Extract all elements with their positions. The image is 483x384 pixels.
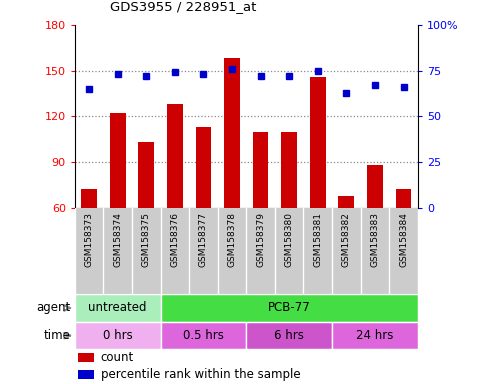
Text: count: count [100,351,134,364]
Text: GSM158377: GSM158377 [199,212,208,267]
Text: GSM158384: GSM158384 [399,212,408,267]
Bar [167,104,183,208]
Text: 6 hrs: 6 hrs [274,329,304,342]
Bar [160,294,418,322]
Bar [110,113,126,208]
Bar [281,132,297,208]
Text: GSM158375: GSM158375 [142,212,151,267]
Text: 24 hrs: 24 hrs [356,329,394,342]
Bar [332,322,418,349]
Bar [310,77,326,208]
Bar [224,58,240,208]
Text: percentile rank within the sample: percentile rank within the sample [100,368,300,381]
Bar [253,132,269,208]
Text: GSM158376: GSM158376 [170,212,179,267]
Text: GSM158380: GSM158380 [284,212,294,267]
Text: 0.5 hrs: 0.5 hrs [183,329,224,342]
Text: GSM158382: GSM158382 [342,212,351,267]
Text: GDS3955 / 228951_at: GDS3955 / 228951_at [110,0,257,13]
Text: GSM158378: GSM158378 [227,212,237,267]
Text: 0 hrs: 0 hrs [103,329,133,342]
Text: GSM158373: GSM158373 [85,212,94,267]
Text: GSM158383: GSM158383 [370,212,380,267]
Bar [78,353,94,362]
Text: PCB-77: PCB-77 [268,301,311,314]
Bar [75,294,161,322]
Text: agent: agent [36,301,70,314]
Text: GSM158374: GSM158374 [113,212,122,267]
Bar [81,189,97,208]
Text: GSM158381: GSM158381 [313,212,322,267]
Bar [78,370,94,379]
Bar [339,195,354,208]
Bar [139,142,154,208]
Text: untreated: untreated [88,301,147,314]
Bar [396,189,412,208]
Bar [75,322,161,349]
Text: time: time [43,329,70,342]
Bar [160,322,246,349]
Text: GSM158379: GSM158379 [256,212,265,267]
Bar [246,322,332,349]
Bar [196,127,212,208]
Bar [367,165,383,208]
